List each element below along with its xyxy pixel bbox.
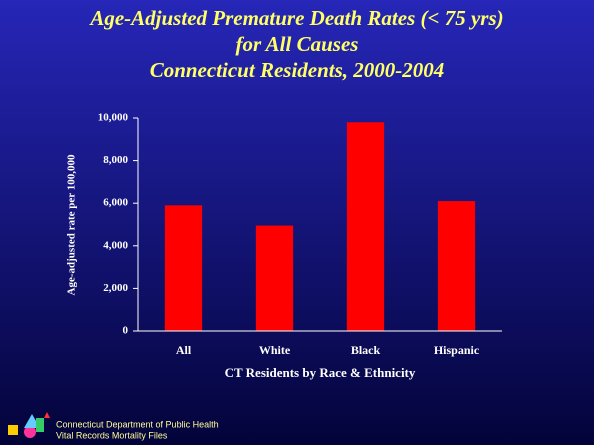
y-tick-label: 10,000 (98, 112, 129, 124)
x-tick-label: Hispanic (434, 343, 480, 357)
x-tick-label: All (176, 343, 192, 357)
bar (255, 225, 294, 331)
y-tick-label: 0 (123, 325, 129, 337)
chart-title: Age-Adjusted Premature Death Rates (< 75… (88, 6, 503, 30)
x-tick-label: Black (351, 343, 381, 357)
bar (437, 201, 476, 331)
chart-title: Connecticut Residents, 2000-2004 (150, 58, 445, 82)
y-axis-label: Age-adjusted rate per 100,000 (66, 154, 78, 295)
bar (346, 122, 385, 331)
y-tick-label: 4,000 (103, 239, 128, 251)
y-tick-label: 8,000 (103, 154, 128, 166)
x-tick-label: White (259, 343, 291, 357)
x-axis-label: CT Residents by Race & Ethnicity (225, 365, 416, 380)
footer-text: Connecticut Department of Public Health (56, 419, 219, 429)
chart-title: for All Causes (236, 32, 359, 56)
bar (164, 205, 203, 331)
footer-text: Vital Records Mortality Files (56, 430, 168, 440)
logo (8, 412, 50, 438)
y-tick-label: 6,000 (103, 197, 128, 209)
y-tick-label: 2,000 (103, 282, 128, 294)
